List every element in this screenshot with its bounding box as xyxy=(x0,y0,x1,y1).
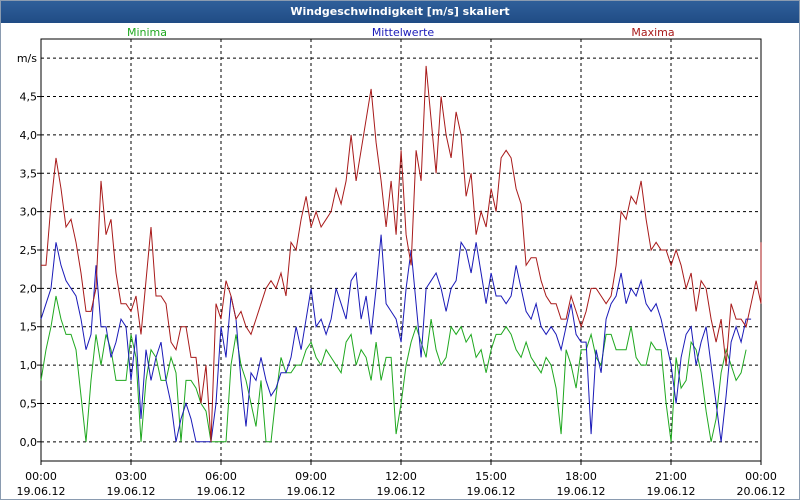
y-tick-label: 1,5 xyxy=(20,321,38,334)
x-tick-time: 00:00 xyxy=(745,470,777,483)
x-tick-date: 19.06.12 xyxy=(107,485,156,498)
y-axis-unit: m/s xyxy=(17,52,37,65)
x-tick-date: 19.06.12 xyxy=(557,485,606,498)
x-tick-time: 21:00 xyxy=(655,470,687,483)
series-line-maxima xyxy=(41,65,762,442)
x-tick-time: 12:00 xyxy=(385,470,417,483)
x-tick-time: 06:00 xyxy=(205,470,237,483)
y-tick-label: 0,5 xyxy=(20,397,38,410)
legend-item-mittelwerte: Mittelwerte xyxy=(372,26,435,39)
grid-lines xyxy=(41,39,761,461)
x-tick-time: 03:00 xyxy=(115,470,147,483)
legend-item-minima: Minima xyxy=(127,26,167,39)
x-tick-date: 19.06.12 xyxy=(197,485,246,498)
x-tick-time: 00:00 xyxy=(25,470,57,483)
chart-title: Windgeschwindigkeit [m/s] skaliert xyxy=(1,1,799,23)
y-tick-label: 0,0 xyxy=(20,436,38,449)
y-tick-label: 4,0 xyxy=(20,129,38,142)
x-tick-time: 15:00 xyxy=(475,470,507,483)
y-axis: 0,0 0,5 1,0 1,5 2,0 2,5 3,0 3,5 4,0 4,5 m/s xyxy=(17,52,41,449)
y-tick-label: 2,5 xyxy=(20,244,38,257)
series-line-mittelwerte xyxy=(40,234,752,443)
x-tick-date: 19.06.12 xyxy=(17,485,66,498)
legend-item-maxima: Maxima xyxy=(631,26,674,39)
x-tick-date: 20.06.12 xyxy=(737,485,786,498)
x-tick-date: 19.06.12 xyxy=(467,485,516,498)
series-line-minima xyxy=(40,295,747,443)
legend: Minima Mittelwerte Maxima xyxy=(127,26,675,39)
x-axis: 00:00 19.06.12 03:00 19.06.12 06:00 19.06.12 0… xyxy=(17,461,786,498)
x-tick-date: 19.06.12 xyxy=(647,485,696,498)
y-tick-label: 4,5 xyxy=(20,91,38,104)
x-tick-date: 19.06.12 xyxy=(377,485,426,498)
y-tick-label: 1,0 xyxy=(20,359,38,372)
series-lines xyxy=(40,65,762,443)
y-tick-label: 3,5 xyxy=(20,167,38,180)
y-tick-label: 2,0 xyxy=(20,282,38,295)
x-tick-time: 09:00 xyxy=(295,470,327,483)
x-tick-date: 19.06.12 xyxy=(287,485,336,498)
y-tick-label: 3,0 xyxy=(20,206,38,219)
x-tick-time: 18:00 xyxy=(565,470,597,483)
